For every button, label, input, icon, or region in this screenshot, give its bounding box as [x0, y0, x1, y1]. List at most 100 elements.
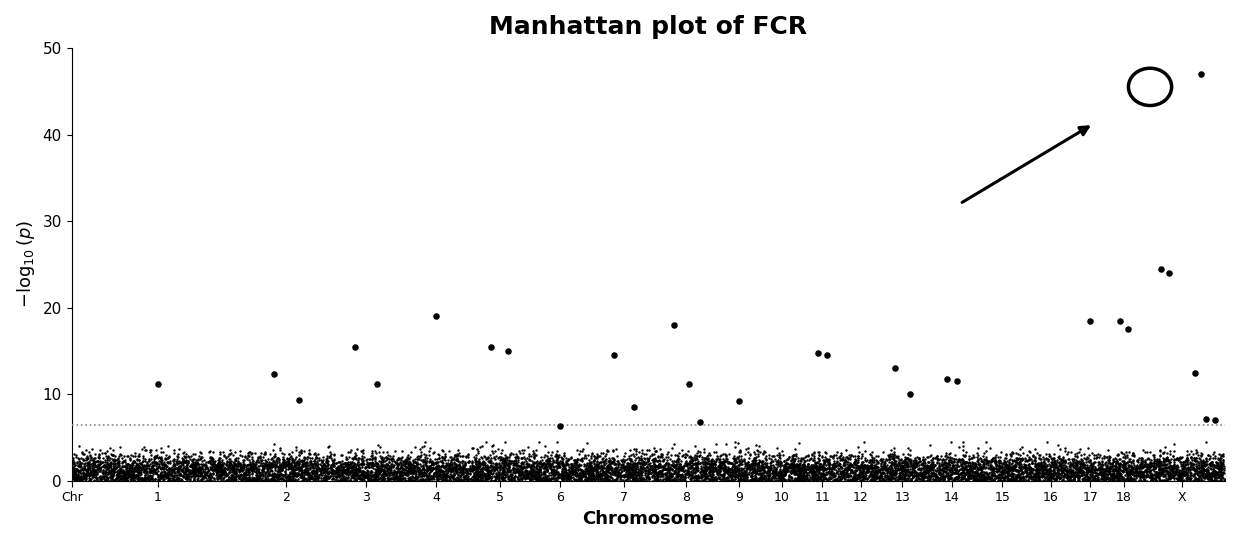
Point — [533, 458, 553, 467]
Point — [409, 468, 429, 476]
Point — [477, 464, 497, 472]
Point — [316, 465, 336, 473]
Point — [608, 463, 627, 472]
Point — [439, 463, 459, 472]
Point — [804, 472, 823, 481]
Point — [466, 451, 486, 459]
Point — [237, 466, 257, 475]
Point — [414, 441, 434, 450]
Point — [1037, 466, 1056, 475]
Point — [847, 460, 867, 469]
Point — [1208, 459, 1228, 468]
Point — [433, 468, 453, 477]
Point — [569, 473, 589, 482]
Point — [841, 450, 861, 459]
Point — [587, 473, 606, 482]
Point — [467, 473, 487, 482]
Point — [425, 462, 445, 471]
Point — [760, 462, 780, 470]
Point — [157, 458, 177, 466]
Point — [1030, 476, 1050, 484]
Point — [646, 475, 666, 484]
Point — [1047, 460, 1066, 469]
Point — [790, 467, 810, 476]
Point — [393, 460, 413, 469]
Point — [526, 464, 546, 473]
Point — [463, 476, 482, 485]
Point — [706, 464, 725, 473]
Point — [324, 469, 343, 478]
Point — [1145, 459, 1164, 468]
Point — [355, 453, 374, 462]
Point — [470, 462, 490, 470]
Point — [771, 470, 791, 478]
Point — [303, 463, 322, 471]
Point — [800, 464, 820, 472]
Point — [471, 459, 491, 468]
Point — [781, 460, 801, 469]
Point — [785, 454, 805, 463]
Point — [171, 462, 191, 471]
Point — [1068, 468, 1087, 476]
Point — [649, 476, 668, 485]
Point — [1017, 464, 1037, 473]
Point — [340, 466, 360, 475]
Point — [505, 457, 525, 465]
Point — [283, 465, 303, 474]
Point — [222, 459, 242, 468]
Point — [433, 476, 453, 485]
Point — [725, 458, 745, 467]
Point — [833, 472, 853, 481]
Point — [1178, 460, 1198, 469]
Point — [1153, 453, 1173, 462]
Point — [440, 466, 460, 475]
Point — [596, 446, 616, 454]
Point — [1163, 463, 1183, 472]
Point — [63, 472, 83, 481]
Point — [167, 459, 187, 468]
Point — [707, 448, 727, 457]
Point — [945, 475, 965, 483]
Point — [626, 476, 646, 484]
Point — [786, 468, 806, 477]
Point — [1114, 465, 1133, 473]
Point — [1151, 470, 1171, 479]
Point — [818, 462, 838, 471]
Point — [365, 475, 384, 483]
Point — [1054, 471, 1074, 479]
Point — [1061, 465, 1081, 473]
Point — [604, 476, 624, 485]
Point — [467, 462, 487, 471]
Point — [657, 469, 677, 477]
Point — [802, 450, 822, 459]
Point — [1023, 464, 1043, 473]
Point — [249, 461, 269, 470]
Point — [676, 469, 696, 478]
Point — [181, 462, 201, 470]
Point — [388, 474, 408, 483]
Point — [976, 447, 996, 456]
Point — [802, 465, 822, 473]
Point — [913, 455, 932, 464]
Point — [916, 472, 936, 481]
Point — [248, 462, 268, 470]
Point — [861, 462, 880, 470]
Point — [978, 469, 998, 477]
Point — [1157, 463, 1177, 472]
Point — [320, 451, 340, 460]
Point — [763, 472, 782, 481]
Point — [889, 465, 909, 474]
Point — [523, 467, 543, 476]
Point — [753, 450, 773, 458]
Point — [370, 469, 389, 477]
Point — [1190, 473, 1210, 482]
Point — [804, 469, 823, 478]
Point — [1178, 470, 1198, 479]
Point — [565, 471, 585, 479]
Point — [290, 470, 310, 479]
Point — [522, 472, 542, 481]
Point — [342, 458, 362, 467]
Point — [877, 472, 897, 481]
Point — [361, 468, 381, 476]
Point — [600, 464, 620, 472]
